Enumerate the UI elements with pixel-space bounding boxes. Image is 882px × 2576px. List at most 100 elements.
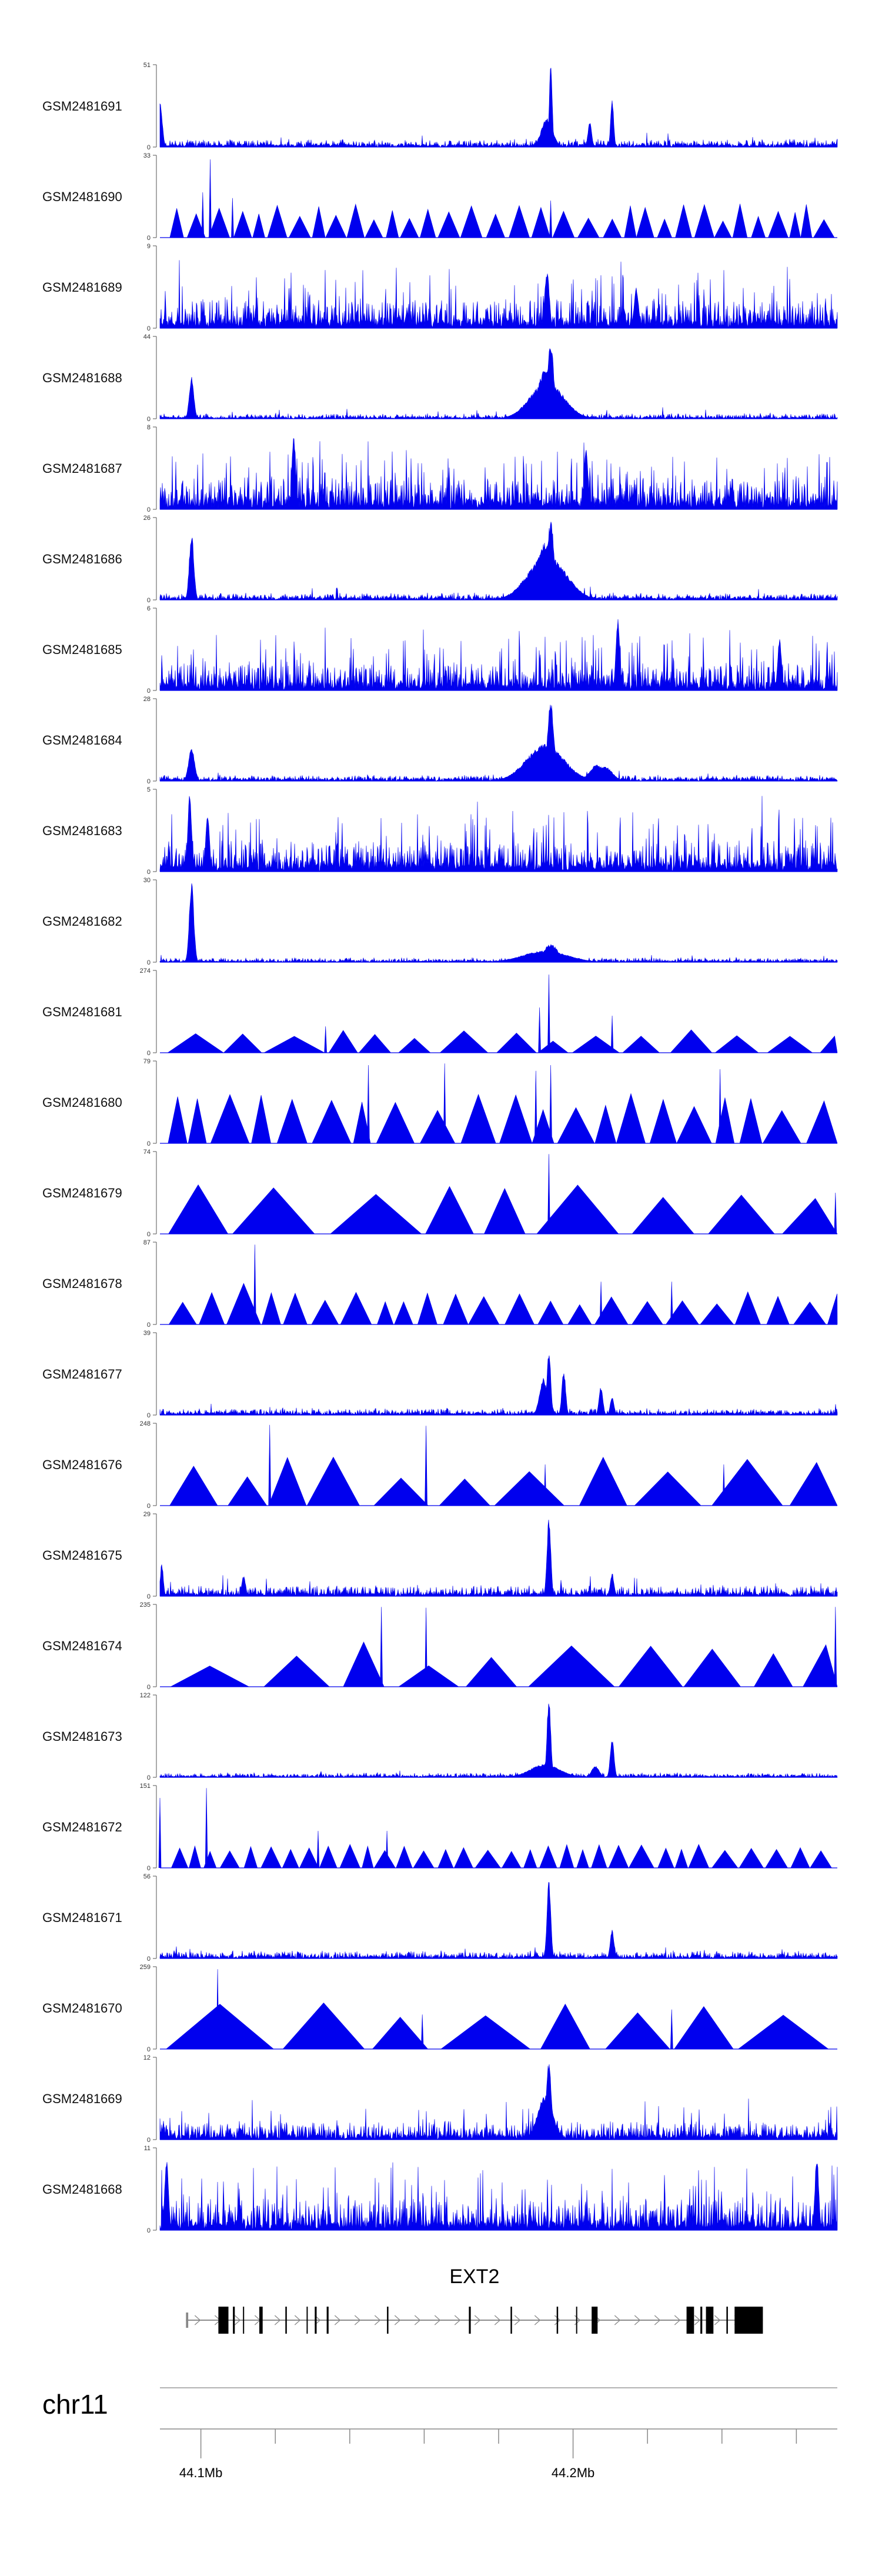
y-max-label: 28 [143, 696, 151, 703]
track-GSM2481673: GSM2481673 122 0 [42, 1692, 838, 1781]
exon [315, 2307, 317, 2334]
track-signal-area [159, 1703, 838, 1778]
track-GSM2481681: GSM2481681 274 0 [42, 967, 838, 1057]
exon [387, 2307, 389, 2334]
track-signal-area [159, 1355, 838, 1416]
strand-chevron [334, 2315, 341, 2325]
strand-chevron [414, 2315, 421, 2325]
track-GSM2481687: GSM2481687 8 0 [42, 424, 838, 513]
y-min-label: 0 [147, 869, 151, 876]
track-signal-area [159, 1519, 838, 1597]
track-label: GSM2481678 [42, 1276, 122, 1291]
track-label: GSM2481679 [42, 1186, 122, 1200]
track-label: GSM2481691 [42, 99, 122, 114]
track-label: GSM2481672 [42, 1820, 122, 1834]
track-label: GSM2481690 [42, 189, 122, 204]
track-label: GSM2481681 [42, 1005, 122, 1019]
track-signal-area [160, 1424, 838, 1506]
y-max-label: 79 [143, 1058, 151, 1065]
track-label: GSM2481675 [42, 1548, 122, 1563]
track-signal-area [159, 796, 838, 872]
track-GSM2481671: GSM2481671 56 0 [42, 1873, 838, 1963]
track-GSM2481688: GSM2481688 44 0 [42, 333, 838, 423]
exon [700, 2307, 703, 2334]
strand-chevron [374, 2315, 381, 2325]
strand-chevron [494, 2315, 501, 2325]
exon [576, 2307, 577, 2334]
strand-chevron [194, 2315, 201, 2325]
exon [556, 2307, 559, 2334]
strand-chevron [434, 2315, 441, 2325]
y-max-label: 8 [147, 424, 151, 431]
chromosome-label: chr11 [42, 2389, 108, 2420]
y-max-label: 248 [140, 1420, 151, 1427]
track-GSM2481689: GSM2481689 9 0 [42, 243, 838, 332]
y-max-label: 56 [143, 1873, 151, 1880]
y-min-label: 0 [147, 597, 151, 604]
exon [734, 2307, 763, 2334]
y-min-label: 0 [147, 1231, 151, 1238]
track-label: GSM2481688 [42, 371, 122, 385]
signal-tracks: GSM2481691510GSM2481690330GSM248168990GS… [42, 62, 838, 2234]
y-min-label: 0 [147, 688, 151, 695]
track-signal-area [159, 260, 838, 329]
y-min-label: 0 [147, 778, 151, 785]
track-GSM2481683: GSM2481683 5 0 [42, 786, 838, 876]
track-signal-area [159, 2064, 838, 2141]
track-signal-area [160, 1154, 838, 1234]
track-GSM2481670: GSM2481670 259 0 [42, 1964, 837, 2053]
exon [706, 2307, 714, 2334]
track-signal-area [159, 2162, 838, 2231]
track-label: GSM2481674 [42, 1639, 122, 1653]
y-max-label: 5 [147, 786, 151, 793]
track-label: GSM2481687 [42, 461, 122, 476]
track-signal-area [159, 522, 838, 600]
exon [233, 2307, 235, 2334]
exon [285, 2307, 287, 2334]
track-GSM2481669: GSM2481669 12 0 [42, 2054, 838, 2144]
track-GSM2481686: GSM2481686 26 0 [42, 515, 838, 604]
track-GSM2481668: GSM2481668 11 0 [42, 2145, 838, 2234]
track-label: GSM2481682 [42, 914, 122, 929]
y-min-label: 0 [147, 235, 151, 242]
y-min-label: 0 [147, 1140, 151, 1147]
y-min-label: 0 [147, 2227, 151, 2234]
strand-chevron [514, 2315, 521, 2325]
y-max-label: 26 [143, 515, 151, 522]
genome-axis: chr11 44.1Mb 44.2Mb [42, 2387, 837, 2480]
track-signal-area [160, 974, 838, 1053]
exon [243, 2307, 245, 2334]
track-signal-area [159, 883, 838, 963]
strand-chevron [614, 2315, 621, 2325]
strand-chevron [394, 2315, 401, 2325]
y-min-label: 0 [147, 506, 151, 513]
track-GSM2481679: GSM2481679 74 0 [42, 1149, 838, 1238]
track-label: GSM2481684 [42, 733, 122, 748]
y-min-label: 0 [147, 1956, 151, 1963]
y-min-label: 0 [147, 1050, 151, 1057]
track-signal-area [160, 159, 837, 238]
y-min-label: 0 [147, 1322, 151, 1329]
track-label: GSM2481670 [42, 2001, 122, 2016]
strand-chevron [294, 2315, 301, 2325]
strand-chevron [694, 2315, 701, 2325]
y-min-label: 0 [147, 959, 151, 966]
strand-chevron [634, 2315, 641, 2325]
exon [186, 2313, 189, 2328]
gene-annotation-track: EXT2 [186, 2265, 763, 2334]
strand-chevron [474, 2315, 481, 2325]
track-signal-area [158, 1788, 837, 1868]
strand-chevron [354, 2315, 361, 2325]
track-label: GSM2481685 [42, 642, 122, 657]
track-label: GSM2481676 [42, 1457, 122, 1472]
y-min-label: 0 [147, 1774, 151, 1781]
track-GSM2481685: GSM2481685 6 0 [42, 605, 838, 695]
track-GSM2481675: GSM2481675 29 0 [42, 1511, 838, 1600]
strand-chevron [454, 2315, 461, 2325]
track-GSM2481684: GSM2481684 28 0 [42, 696, 838, 785]
track-GSM2481680: GSM2481680 79 0 [42, 1058, 838, 1147]
track-signal-area [159, 68, 838, 148]
strand-chevron [274, 2315, 281, 2325]
track-GSM2481682: GSM2481682 30 0 [42, 877, 838, 966]
exon [686, 2307, 694, 2334]
